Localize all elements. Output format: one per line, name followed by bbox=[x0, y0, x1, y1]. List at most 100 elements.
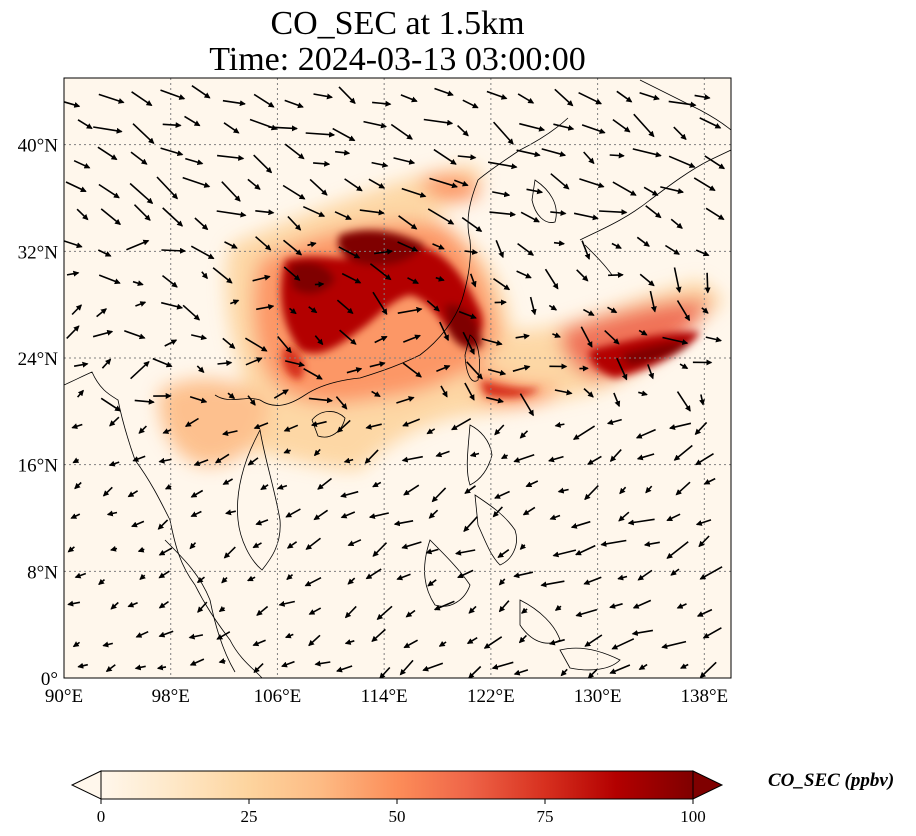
wind-arrow bbox=[486, 90, 508, 100]
wind-arrow bbox=[308, 634, 321, 647]
wind-arrow bbox=[222, 337, 236, 349]
wind-arrow bbox=[604, 330, 620, 345]
wind-arrow bbox=[519, 430, 529, 439]
wind-arrow bbox=[110, 601, 119, 610]
wind-arrow bbox=[131, 520, 145, 528]
wind-arrow bbox=[701, 307, 709, 314]
wind-arrow bbox=[283, 448, 291, 454]
wind-arrow bbox=[393, 157, 416, 165]
wind-arrow bbox=[336, 419, 351, 433]
wind-arrow bbox=[704, 155, 726, 170]
wind-arrow bbox=[431, 487, 447, 503]
wind-arrow bbox=[666, 513, 681, 522]
wind-arrow bbox=[525, 480, 539, 488]
wind-arrow bbox=[314, 335, 324, 346]
wind-arrow bbox=[639, 92, 660, 101]
wind-arrow bbox=[76, 208, 89, 221]
wind-arrow bbox=[132, 123, 155, 144]
wind-arrow bbox=[584, 634, 603, 647]
coastlines bbox=[64, 79, 731, 678]
wind-arrow bbox=[160, 89, 186, 100]
lat-tick-label: 32°N bbox=[18, 242, 59, 263]
wind-arrow bbox=[578, 91, 602, 105]
wind-arrow bbox=[308, 397, 333, 404]
wind-arrow bbox=[679, 363, 689, 370]
wind-arrow bbox=[438, 640, 447, 647]
wind-arrow bbox=[335, 396, 348, 410]
wind-arrow bbox=[661, 640, 687, 650]
wind-arrow bbox=[156, 176, 178, 200]
wind-arrow bbox=[64, 101, 81, 108]
lon-tick-label: 114°E bbox=[361, 686, 408, 707]
wind-arrow bbox=[341, 272, 362, 284]
lat-tick-label: 16°N bbox=[18, 456, 59, 477]
wind-arrow bbox=[553, 240, 565, 247]
wind-arrow bbox=[609, 449, 622, 462]
wind-arrow bbox=[428, 509, 439, 519]
wind-arrow bbox=[636, 236, 650, 247]
wind-arrow bbox=[466, 637, 478, 645]
wind-arrow bbox=[338, 86, 356, 105]
wind-arrow bbox=[433, 600, 455, 611]
wind-arrow bbox=[156, 664, 167, 671]
wind-arrow bbox=[696, 608, 713, 617]
wind-arrow bbox=[637, 569, 653, 581]
wind-arrow bbox=[73, 361, 89, 368]
wind-arrow bbox=[584, 485, 599, 501]
wind-arrow bbox=[702, 627, 722, 639]
wind-arrow bbox=[225, 509, 236, 516]
wind-arrow bbox=[581, 240, 591, 260]
wind-arrow bbox=[643, 541, 660, 547]
wind-arrow bbox=[433, 148, 457, 165]
wind-arrow bbox=[487, 368, 507, 376]
wind-arrow bbox=[130, 151, 148, 165]
wind-arrow bbox=[110, 545, 118, 552]
wind-arrow bbox=[575, 608, 598, 618]
wind-arrow bbox=[135, 301, 147, 307]
wind-arrow bbox=[647, 364, 655, 380]
wind-arrow bbox=[308, 306, 318, 314]
wind-arrow bbox=[549, 514, 561, 521]
wind-arrow bbox=[72, 641, 81, 648]
colorbar-title: CO_SEC (ppbv) bbox=[768, 770, 895, 791]
wind-arrow bbox=[468, 605, 477, 614]
wind-arrow bbox=[466, 361, 483, 380]
wind-arrow bbox=[67, 546, 75, 553]
wind-arrow bbox=[407, 277, 419, 285]
wind-arrow bbox=[481, 338, 503, 346]
wind-arrow bbox=[643, 186, 659, 196]
wind-arrow bbox=[435, 275, 445, 282]
wind-arrow bbox=[281, 660, 295, 668]
wind-arrow bbox=[347, 577, 356, 585]
wind-arrow bbox=[71, 423, 83, 430]
wind-arrow bbox=[106, 510, 118, 517]
wind-arrow bbox=[694, 94, 711, 101]
wind-arrow bbox=[340, 511, 356, 519]
wind-arrow bbox=[572, 425, 596, 440]
wind-arrow bbox=[517, 242, 535, 256]
wind-arrow bbox=[429, 177, 458, 189]
wind-arrow bbox=[516, 149, 541, 158]
wind-arrow bbox=[491, 661, 514, 670]
wind-arrow bbox=[135, 630, 149, 638]
wind-arrow bbox=[124, 330, 146, 340]
wind-arrow bbox=[468, 665, 482, 678]
wind-arrow bbox=[616, 357, 628, 381]
wind-arrow bbox=[607, 306, 618, 314]
wind-arrow bbox=[557, 487, 569, 494]
wind-arrow bbox=[469, 451, 480, 458]
wind-arrow bbox=[570, 520, 591, 529]
wind-arrow bbox=[182, 304, 201, 321]
wind-arrow bbox=[457, 569, 474, 579]
wind-arrow bbox=[649, 290, 657, 313]
wind-arrow bbox=[227, 392, 236, 400]
wind-arrow bbox=[627, 518, 655, 526]
wind-arrow bbox=[617, 574, 628, 581]
wind-arrow bbox=[573, 212, 599, 221]
wind-arrow bbox=[252, 542, 262, 549]
wind-arrow bbox=[282, 184, 306, 200]
wind-arrow bbox=[554, 88, 574, 107]
wind-arrow bbox=[668, 100, 697, 108]
wind-arrow bbox=[317, 477, 332, 490]
